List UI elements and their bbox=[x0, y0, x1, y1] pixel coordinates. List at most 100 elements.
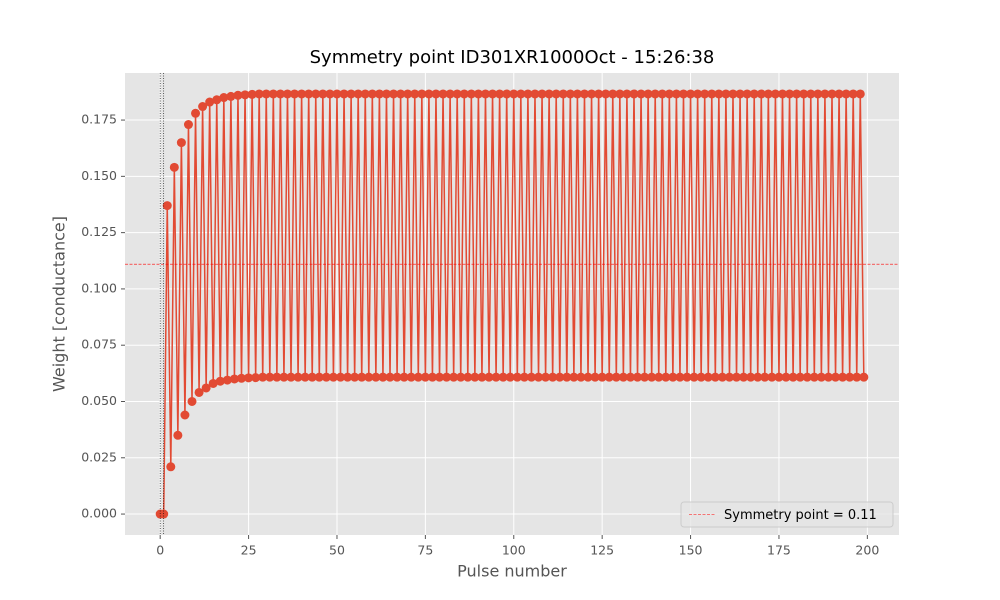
data-point bbox=[640, 372, 650, 382]
x-tick-label: 100 bbox=[502, 543, 526, 558]
data-point bbox=[739, 372, 749, 382]
data-point bbox=[785, 89, 795, 99]
data-point bbox=[834, 89, 844, 99]
data-point bbox=[608, 89, 618, 99]
data-point bbox=[325, 89, 335, 99]
data-point bbox=[710, 372, 720, 382]
data-point bbox=[435, 372, 445, 382]
data-point bbox=[240, 90, 250, 100]
data-point bbox=[859, 372, 869, 382]
data-point bbox=[700, 89, 710, 99]
data-point bbox=[477, 372, 487, 382]
data-point bbox=[629, 89, 639, 99]
data-point bbox=[714, 89, 724, 99]
data-point bbox=[290, 89, 300, 99]
data-point bbox=[279, 372, 289, 382]
data-point bbox=[357, 372, 367, 382]
data-point bbox=[198, 102, 208, 112]
data-point bbox=[251, 373, 261, 383]
data-point bbox=[222, 375, 232, 385]
data-point bbox=[802, 372, 812, 382]
data-point bbox=[753, 372, 763, 382]
data-point bbox=[696, 372, 706, 382]
data-point bbox=[597, 372, 607, 382]
data-point bbox=[385, 372, 395, 382]
data-point bbox=[689, 372, 699, 382]
data-point bbox=[671, 89, 681, 99]
data-point bbox=[254, 89, 264, 99]
x-axis-label: Pulse number bbox=[457, 562, 567, 581]
legend-box bbox=[680, 501, 894, 528]
data-point bbox=[265, 372, 275, 382]
data-point bbox=[498, 372, 508, 382]
data-point bbox=[360, 89, 370, 99]
data-point bbox=[304, 89, 314, 99]
data-point bbox=[505, 372, 515, 382]
data-point bbox=[449, 372, 459, 382]
data-point bbox=[523, 89, 533, 99]
data-point bbox=[749, 89, 759, 99]
data-point bbox=[572, 89, 582, 99]
data-point bbox=[555, 372, 565, 382]
data-point bbox=[618, 372, 628, 382]
data-point bbox=[809, 372, 819, 382]
data-point bbox=[526, 372, 536, 382]
data-point bbox=[205, 97, 215, 107]
data-point bbox=[756, 89, 766, 99]
data-point bbox=[247, 89, 257, 99]
data-point bbox=[194, 387, 204, 397]
data-point bbox=[406, 372, 416, 382]
data-point bbox=[442, 372, 452, 382]
data-point bbox=[339, 89, 349, 99]
data-point bbox=[219, 93, 229, 103]
data-point bbox=[717, 372, 727, 382]
data-point bbox=[541, 372, 551, 382]
y-tick-label: 0.025 bbox=[81, 449, 117, 464]
data-point bbox=[293, 372, 303, 382]
data-point bbox=[282, 89, 292, 99]
data-point bbox=[307, 372, 317, 382]
data-point bbox=[420, 372, 430, 382]
data-point bbox=[590, 372, 600, 382]
data-point bbox=[470, 372, 480, 382]
data-point bbox=[587, 89, 597, 99]
data-point bbox=[463, 372, 473, 382]
data-point bbox=[516, 89, 526, 99]
y-tick-label: 0.150 bbox=[81, 168, 117, 183]
data-point bbox=[693, 89, 703, 99]
data-point bbox=[562, 372, 572, 382]
data-point bbox=[378, 372, 388, 382]
data-point bbox=[852, 372, 862, 382]
data-point bbox=[392, 372, 402, 382]
x-tick-label: 150 bbox=[679, 543, 703, 558]
data-point bbox=[244, 373, 254, 383]
data-point bbox=[427, 372, 437, 382]
data-point bbox=[311, 89, 321, 99]
data-point bbox=[321, 372, 331, 382]
x-tick-label: 75 bbox=[417, 543, 433, 558]
data-point bbox=[201, 383, 211, 393]
data-point bbox=[565, 89, 575, 99]
data-point bbox=[318, 89, 328, 99]
data-point bbox=[576, 372, 586, 382]
legend-label: Symmetry point = 0.11 bbox=[724, 508, 877, 523]
data-point bbox=[445, 89, 455, 99]
data-point bbox=[724, 372, 734, 382]
data-point bbox=[268, 89, 278, 99]
y-tick-label: 0.075 bbox=[81, 337, 117, 352]
data-point bbox=[788, 372, 798, 382]
data-point bbox=[601, 89, 611, 99]
data-point bbox=[604, 372, 614, 382]
data-point bbox=[275, 89, 285, 99]
data-point bbox=[661, 372, 671, 382]
data-point bbox=[502, 89, 512, 99]
data-point bbox=[208, 378, 218, 388]
data-point bbox=[742, 89, 752, 99]
x-tick-label: 200 bbox=[855, 543, 879, 558]
data-point bbox=[215, 376, 225, 386]
data-point bbox=[314, 372, 324, 382]
y-tick-label: 0.125 bbox=[81, 224, 117, 239]
data-point bbox=[343, 372, 353, 382]
x-tick-label: 175 bbox=[767, 543, 791, 558]
data-point bbox=[491, 372, 501, 382]
